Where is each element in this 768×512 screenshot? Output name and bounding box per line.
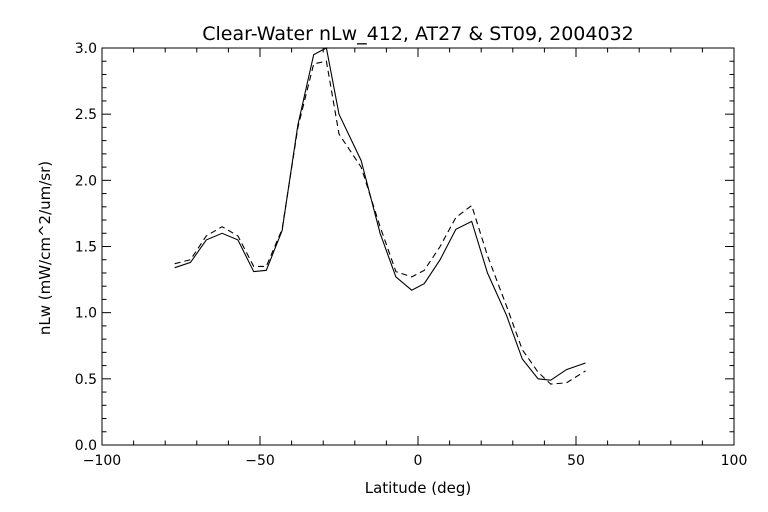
y-tick-label: 1.5 bbox=[75, 240, 97, 256]
plot-frame bbox=[101, 47, 735, 446]
y-tick-label: 2.0 bbox=[75, 173, 97, 189]
x-axis-label: Latitude (deg) bbox=[365, 479, 471, 497]
y-tick-label: 0.5 bbox=[75, 372, 97, 388]
series-line-solid bbox=[174, 47, 586, 381]
y-axis-label: nLw (mW/cm^2/um/sr) bbox=[36, 161, 54, 335]
x-tick-label: 0 bbox=[414, 453, 423, 469]
y-tick-label: 2.5 bbox=[75, 107, 97, 123]
x-tick-label: 100 bbox=[721, 453, 748, 469]
chart-title: Clear-Water nLw_412, AT27 & ST09, 200403… bbox=[202, 23, 634, 45]
x-tick-label: 50 bbox=[567, 453, 585, 469]
series-line-dashed bbox=[174, 60, 586, 385]
y-tick-label: 1.0 bbox=[75, 306, 97, 322]
axes: −100 −50 0 50 100 0.0 0.5 1.0 1.5 2.0 2.5 3.0 bbox=[75, 41, 748, 469]
y-tick-label: 0.0 bbox=[75, 438, 97, 454]
x-tick-label: −100 bbox=[83, 453, 121, 469]
y-tick-label: 3.0 bbox=[75, 41, 97, 57]
series-lines bbox=[174, 47, 586, 385]
x-tick-label: −50 bbox=[245, 453, 275, 469]
